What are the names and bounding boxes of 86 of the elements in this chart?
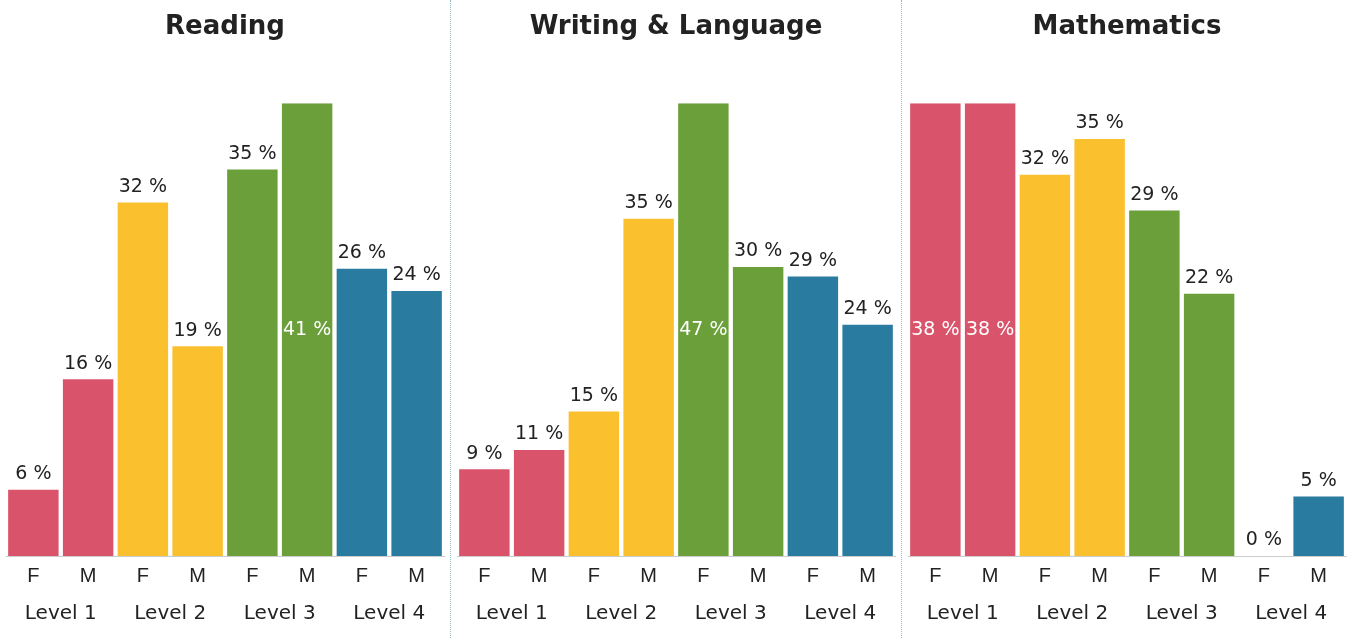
chart-title: Mathematics <box>1032 10 1222 41</box>
x-tick-label: M <box>981 563 999 586</box>
text: Level 4 <box>804 600 877 625</box>
x-tick-label: M <box>189 563 206 586</box>
data-label: 38 % <box>965 316 1015 339</box>
bar <box>459 469 510 556</box>
x-tick-label: M <box>79 563 97 586</box>
data-label: 38 % <box>911 316 960 339</box>
x-tick-label: M <box>408 563 425 586</box>
data-label: 11 % <box>514 421 564 444</box>
x-tick-label: F <box>587 563 600 586</box>
x-tick-label: F <box>697 563 710 586</box>
x-tick-label: M <box>859 563 876 586</box>
x-tick-label: M <box>1091 563 1108 586</box>
data-label: 32 % <box>1020 146 1070 169</box>
bar <box>117 202 169 556</box>
data-label: 35 % <box>1075 110 1124 133</box>
x-tick-label: F <box>136 563 149 586</box>
bar <box>391 290 442 556</box>
data-label: 9 % <box>466 440 503 463</box>
text: Level 1 <box>926 600 999 625</box>
bar <box>1293 496 1344 556</box>
x-tick-label: F <box>1148 563 1161 586</box>
bar <box>8 489 59 556</box>
data-label: 5 % <box>1300 467 1337 490</box>
data-label: 24 % <box>392 262 441 285</box>
x-tick-label: F <box>246 563 259 586</box>
data-label: 47 % <box>679 316 728 339</box>
x-tick-label: F <box>1038 563 1051 586</box>
bar <box>842 324 893 556</box>
data-label: 29 % <box>1130 181 1179 204</box>
bar <box>910 103 961 556</box>
x-tick-label: M <box>530 563 548 586</box>
text: Level 3 <box>694 600 767 625</box>
x-tick-label: F <box>27 563 40 586</box>
x-tick-label: F <box>929 563 942 586</box>
bar <box>964 103 1016 556</box>
bar <box>227 169 278 556</box>
text: Level 2 <box>585 600 658 625</box>
data-label: 35 % <box>228 140 277 163</box>
bar <box>1074 138 1125 556</box>
bar <box>623 218 674 556</box>
data-label: 16 % <box>63 350 113 373</box>
x-tick-label: M <box>298 563 316 586</box>
data-label: 22 % <box>1184 265 1234 288</box>
bar <box>62 379 114 556</box>
chart-title: Reading <box>165 10 285 41</box>
chart-title: Writing & Language <box>529 10 823 41</box>
bar <box>1183 293 1235 556</box>
bar <box>1019 174 1071 556</box>
bar <box>1129 210 1180 556</box>
bar <box>172 346 223 556</box>
data-label: 32 % <box>118 174 168 197</box>
data-label: 26 % <box>337 240 387 263</box>
bar <box>336 268 388 556</box>
data-label: 0 % <box>1245 527 1282 550</box>
x-tick-label: F <box>1257 563 1270 586</box>
data-label: 19 % <box>173 317 222 340</box>
data-label: 30 % <box>733 238 783 261</box>
bar <box>732 266 784 556</box>
bar <box>678 103 729 556</box>
x-tick-label: M <box>749 563 767 586</box>
text: Level 3 <box>1145 600 1218 625</box>
text: Level 1 <box>475 600 548 625</box>
x-tick-label: M <box>1310 563 1327 586</box>
text: Level 3 <box>243 600 316 625</box>
text: Level 1 <box>24 600 97 625</box>
bar <box>787 276 839 556</box>
data-label: 35 % <box>624 190 673 213</box>
text: Level 2 <box>134 600 207 625</box>
text: Level 4 <box>1255 600 1328 625</box>
data-label: 15 % <box>569 382 619 405</box>
data-label: 29 % <box>788 248 838 271</box>
x-tick-label: F <box>806 563 819 586</box>
bar <box>568 411 620 556</box>
data-label: 41 % <box>282 316 332 339</box>
text: Level 2 <box>1036 600 1109 625</box>
data-label: 6 % <box>15 461 52 484</box>
x-tick-label: M <box>640 563 657 586</box>
bar <box>281 103 333 556</box>
text: Level 4 <box>353 600 426 625</box>
x-tick-label: F <box>478 563 491 586</box>
x-tick-label: M <box>1200 563 1218 586</box>
x-tick-label: F <box>355 563 368 586</box>
bar <box>513 450 565 556</box>
data-label: 24 % <box>843 296 892 319</box>
